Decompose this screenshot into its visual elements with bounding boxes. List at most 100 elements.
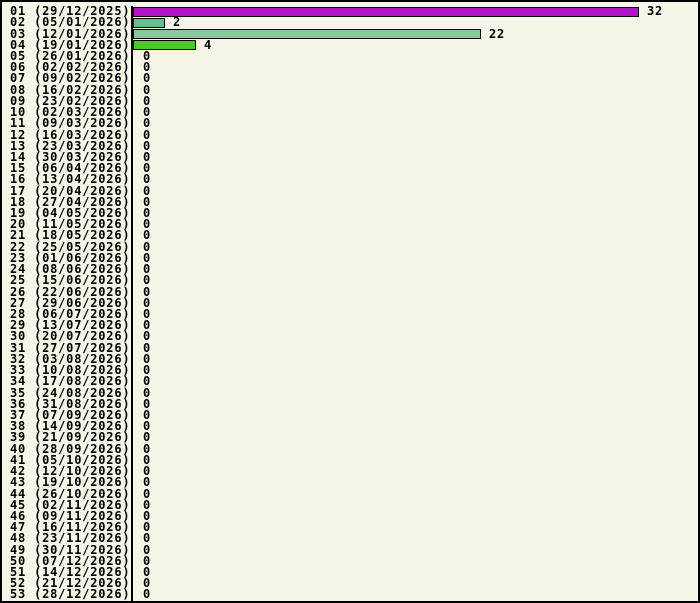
bar-area: 0 [131, 295, 698, 310]
chart-row: 52 (21/12/2026) 0 [2, 576, 698, 591]
bar-area: 0 [131, 241, 698, 253]
value-label: 0 [143, 273, 152, 288]
row-label: 39 (21/09/2026) [10, 430, 131, 445]
value-label: 0 [143, 228, 152, 243]
value-label: 0 [143, 475, 152, 490]
row-label: 35 (24/08/2026) [10, 385, 131, 400]
row-label: 15 (06/04/2026) [10, 161, 131, 176]
chart-row: 49 (30/11/2026) 0 [2, 542, 698, 557]
chart-row: 23 (01/06/2026) 0 [2, 250, 698, 265]
bar-area: 0 [131, 510, 698, 523]
bar-area: 0 [131, 387, 698, 399]
chart-row: 32 (03/08/2026) 0 [2, 351, 698, 366]
bar-area: 2 [131, 16, 698, 29]
chart-row: 16 (13/04/2026) 0 [2, 172, 698, 187]
bar-area: 0 [131, 587, 698, 602]
chart-row: 40 (28/09/2026) 0 [2, 441, 698, 456]
chart-row: 37 (07/09/2026) 0 [2, 407, 698, 422]
value-label: 0 [143, 295, 152, 310]
row-label: 48 (23/11/2026) [10, 531, 131, 546]
bar [133, 40, 196, 51]
chart-row: 01 (29/12/2025) 32 [2, 5, 698, 18]
bar-area: 0 [131, 250, 698, 265]
chart-row: 33 (10/08/2026) 0 [2, 363, 698, 378]
row-label: 46 (09/11/2026) [10, 508, 131, 523]
bar-area: 0 [131, 329, 698, 344]
row-label: 31 (27/07/2026) [10, 340, 131, 355]
value-label: 0 [143, 576, 152, 591]
row-label: 26 (22/06/2026) [10, 284, 131, 299]
value-label: 22 [489, 26, 506, 41]
bar-area: 0 [131, 319, 698, 332]
value-label: 0 [143, 82, 152, 97]
bar-area: 0 [131, 129, 698, 141]
value-label: 0 [143, 329, 152, 344]
bar-area: 0 [131, 407, 698, 422]
chart-row: 30 (20/07/2026) 0 [2, 329, 698, 344]
row-label: 30 (20/07/2026) [10, 329, 131, 344]
chart-row: 20 (11/05/2026) 0 [2, 217, 698, 232]
row-label: 03 (12/01/2026) [10, 26, 131, 41]
row-label: 27 (29/06/2026) [10, 295, 131, 310]
chart-row: 45 (02/11/2026) 0 [2, 497, 698, 512]
row-label: 45 (02/11/2026) [10, 497, 131, 512]
value-label: 0 [143, 48, 152, 63]
row-label: 29 (13/07/2026) [10, 318, 131, 333]
chart-row: 15 (06/04/2026) 0 [2, 161, 698, 176]
chart-row: 04 (19/01/2026) 4 [2, 39, 698, 51]
bar-area: 0 [131, 71, 698, 86]
bar-area: 0 [131, 364, 698, 377]
chart-row: 18 (27/04/2026) 0 [2, 196, 698, 208]
bar-area: 4 [131, 39, 698, 51]
bar-area: 0 [131, 544, 698, 556]
row-label: 49 (30/11/2026) [10, 542, 131, 557]
bar-area: 0 [131, 93, 698, 108]
row-label: 07 (09/02/2026) [10, 71, 131, 86]
chart-row: 44 (26/10/2026) 0 [2, 486, 698, 501]
row-label: 22 (25/05/2026) [10, 239, 131, 254]
bar-area: 0 [131, 520, 698, 535]
chart-row: 06 (02/02/2026) 0 [2, 60, 698, 75]
bar-area: 0 [131, 576, 698, 591]
value-label: 0 [143, 71, 152, 86]
row-label: 20 (11/05/2026) [10, 217, 131, 232]
bar-area: 0 [131, 486, 698, 501]
chart-row: 43 (19/10/2026) 0 [2, 475, 698, 490]
row-label: 41 (05/10/2026) [10, 452, 131, 467]
bar-area: 0 [131, 172, 698, 187]
row-label: 37 (07/09/2026) [10, 407, 131, 422]
row-label: 19 (04/05/2026) [10, 206, 131, 221]
value-label: 0 [143, 250, 152, 265]
value-label: 0 [143, 217, 152, 232]
value-label: 0 [143, 407, 152, 422]
row-label: 33 (10/08/2026) [10, 363, 131, 378]
chart-row: 14 (30/03/2026) 0 [2, 151, 698, 164]
value-label: 0 [143, 587, 152, 602]
value-label: 0 [143, 172, 152, 187]
value-label: 0 [143, 105, 152, 120]
chart-row: 02 (05/01/2026) 2 [2, 16, 698, 29]
row-label: 40 (28/09/2026) [10, 441, 131, 456]
value-label: 0 [143, 351, 152, 366]
bar-area: 0 [131, 82, 698, 97]
value-label: 0 [143, 138, 152, 153]
value-label: 0 [143, 520, 152, 535]
bar-area: 0 [131, 308, 698, 321]
row-label: 21 (18/05/2026) [10, 228, 131, 243]
chart-row: 08 (16/02/2026) 0 [2, 82, 698, 97]
chart-row: 17 (20/04/2026) 0 [2, 185, 698, 197]
bar-area: 0 [131, 454, 698, 466]
row-label: 32 (03/08/2026) [10, 351, 131, 366]
row-label: 52 (21/12/2026) [10, 576, 131, 591]
row-label: 10 (02/03/2026) [10, 105, 131, 120]
row-label: 06 (02/02/2026) [10, 60, 131, 75]
chart-rows: 01 (29/12/2025) 32 02 (05/01/2026) 2 03 (12/… [2, 5, 698, 602]
bar-area: 0 [131, 273, 698, 288]
value-label: 0 [143, 93, 152, 108]
value-label: 0 [143, 60, 152, 75]
value-label: 0 [143, 374, 152, 389]
bar-area: 0 [131, 431, 698, 444]
value-label: 0 [143, 486, 152, 501]
bar-area: 0 [131, 48, 698, 63]
